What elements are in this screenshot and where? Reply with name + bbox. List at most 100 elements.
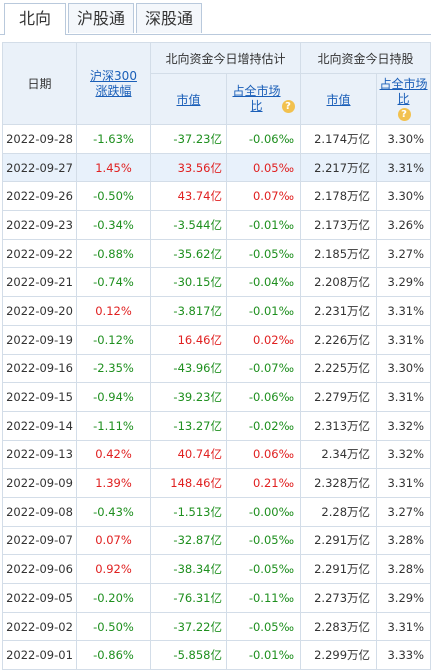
hold-ratio-cell: 3.31% bbox=[376, 468, 431, 498]
est-ratio-cell: -0.11‰ bbox=[225, 583, 302, 613]
table-row: 2022-09-15 -0.94% -39.23亿 -0.06‰ 2.279万亿 3.31… bbox=[2, 382, 431, 412]
hold-value-cell: 2.279万亿 bbox=[300, 382, 378, 412]
date-cell: 2022-09-15 bbox=[2, 382, 77, 412]
hold-value-cell: 2.208万亿 bbox=[300, 267, 378, 298]
table-row: 2022-09-19 -0.12% 16.46亿 0.02‰ 2.226万亿 3.31% bbox=[2, 324, 431, 355]
hold-value-cell: 2.225万亿 bbox=[300, 353, 378, 384]
sort-hold-share-link[interactable]: 占全市场比 bbox=[379, 77, 428, 106]
table-row: 2022-09-23 -0.34% -3.544亿 -0.01‰ 2.173万亿 3.26… bbox=[2, 210, 431, 240]
est-ratio-cell: -0.02‰ bbox=[225, 410, 302, 441]
est-value-cell: -43.96亿 bbox=[150, 353, 227, 384]
hold-ratio-cell: 3.31% bbox=[376, 152, 431, 183]
question-icon[interactable]: ? bbox=[397, 108, 411, 121]
sort-est-share-link[interactable]: 占全市场比 bbox=[232, 84, 281, 113]
est-ratio-cell: -0.06‰ bbox=[225, 124, 302, 154]
est-value-cell: -39.23亿 bbox=[150, 382, 227, 412]
index-change-cell: -0.50% bbox=[76, 611, 151, 642]
hold-ratio-cell: 3.30% bbox=[376, 181, 431, 212]
header-date: 日期 bbox=[2, 42, 77, 125]
date-cell: 2022-09-08 bbox=[2, 496, 77, 527]
hold-value-cell: 2.299万亿 bbox=[300, 640, 378, 670]
est-value-cell: -37.23亿 bbox=[150, 124, 227, 154]
hold-ratio-cell: 3.30% bbox=[376, 124, 431, 154]
index-change-cell: -0.74% bbox=[76, 267, 151, 298]
table-row: 2022-09-13 0.42% 40.74亿 0.06‰ 2.34万亿 3.32% bbox=[2, 439, 431, 470]
est-ratio-cell: 0.21‰ bbox=[225, 468, 302, 498]
hold-ratio-cell: 3.28% bbox=[376, 554, 431, 584]
date-cell: 2022-09-19 bbox=[2, 324, 77, 355]
hold-ratio-cell: 3.29% bbox=[376, 267, 431, 298]
hold-value-cell: 2.313万亿 bbox=[300, 410, 378, 441]
hold-value-cell: 2.174万亿 bbox=[300, 124, 378, 154]
est-ratio-cell: 0.07‰ bbox=[225, 181, 302, 212]
table-row: 2022-09-08 -0.43% -1.513亿 -0.00‰ 2.28万亿 3.27% bbox=[2, 496, 431, 527]
date-cell: 2022-09-23 bbox=[2, 210, 77, 240]
header-hold-share[interactable]: 占全市场比? bbox=[376, 73, 431, 125]
sort-est-value-link[interactable]: 市值 bbox=[176, 92, 201, 107]
tab-shanghai-connect[interactable]: 沪股通 bbox=[68, 3, 134, 33]
index-change-cell: -0.88% bbox=[76, 238, 151, 269]
date-cell: 2022-09-13 bbox=[2, 439, 77, 470]
date-cell: 2022-09-06 bbox=[2, 554, 77, 584]
table-row: 2022-09-27 1.45% 33.56亿 0.05‰ 2.217万亿 3.31% bbox=[2, 152, 431, 183]
est-ratio-cell: -0.01‰ bbox=[225, 210, 302, 240]
header-group-estimate: 北向资金今日增持估计 bbox=[149, 42, 302, 74]
header-index-change[interactable]: 沪深300涨跌幅 bbox=[76, 42, 151, 125]
index-change-cell: -0.86% bbox=[76, 640, 151, 670]
est-value-cell: -35.62亿 bbox=[150, 238, 227, 269]
hold-ratio-cell: 3.27% bbox=[376, 238, 431, 269]
est-ratio-cell: -0.04‰ bbox=[225, 267, 302, 298]
est-ratio-cell: -0.01‰ bbox=[225, 640, 302, 670]
index-change-cell: -0.34% bbox=[76, 210, 151, 240]
index-change-cell: 0.42% bbox=[76, 439, 151, 470]
est-value-cell: 33.56亿 bbox=[150, 152, 227, 183]
hold-value-cell: 2.178万亿 bbox=[300, 181, 378, 212]
index-change-cell: -0.43% bbox=[76, 496, 151, 527]
est-value-cell: 16.46亿 bbox=[150, 324, 227, 355]
est-ratio-cell: -0.06‰ bbox=[225, 382, 302, 412]
table-row: 2022-09-26 -0.50% 43.74亿 0.07‰ 2.178万亿 3.30% bbox=[2, 181, 431, 212]
hold-value-cell: 2.185万亿 bbox=[300, 238, 378, 269]
table-row: 2022-09-20 0.12% -3.817亿 -0.01‰ 2.231万亿 3.31% bbox=[2, 296, 431, 326]
hold-ratio-cell: 3.32% bbox=[376, 410, 431, 441]
index-change-cell: 0.07% bbox=[76, 525, 151, 556]
market-tabs: 北向 沪股通 深股通 bbox=[0, 0, 431, 35]
est-value-cell: -37.22亿 bbox=[150, 611, 227, 642]
northbound-table: 日期 沪深300涨跌幅 北向资金今日增持估计 北向资金今日持股 市值 占全市场比… bbox=[2, 42, 431, 670]
header-est-share[interactable]: 占全市场比? bbox=[225, 73, 302, 125]
est-value-cell: 40.74亿 bbox=[150, 439, 227, 470]
table-row: 2022-09-07 0.07% -32.87亿 -0.05‰ 2.291万亿 3.28% bbox=[2, 525, 431, 556]
date-cell: 2022-09-20 bbox=[2, 296, 77, 326]
est-value-cell: -3.544亿 bbox=[150, 210, 227, 240]
hold-ratio-cell: 3.33% bbox=[376, 640, 431, 670]
index-change-cell: 0.92% bbox=[76, 554, 151, 584]
hold-value-cell: 2.34万亿 bbox=[300, 439, 378, 470]
table-row: 2022-09-14 -1.11% -13.27亿 -0.02‰ 2.313万亿 3.32… bbox=[2, 410, 431, 441]
est-ratio-cell: 0.02‰ bbox=[225, 324, 302, 355]
table-row: 2022-09-21 -0.74% -30.15亿 -0.04‰ 2.208万亿 3.29… bbox=[2, 267, 431, 298]
est-ratio-cell: -0.05‰ bbox=[225, 525, 302, 556]
tab-northbound[interactable]: 北向 bbox=[4, 3, 66, 35]
question-icon[interactable]: ? bbox=[281, 100, 295, 113]
index-change-cell: -1.11% bbox=[76, 410, 151, 441]
tab-shenzhen-connect[interactable]: 深股通 bbox=[136, 3, 202, 33]
index-change-cell: -0.12% bbox=[76, 324, 151, 355]
hold-value-cell: 2.231万亿 bbox=[300, 296, 378, 326]
sort-hold-value-link[interactable]: 市值 bbox=[326, 92, 351, 107]
header-est-value[interactable]: 市值 bbox=[150, 73, 227, 125]
hold-value-cell: 2.291万亿 bbox=[300, 554, 378, 584]
est-ratio-cell: -0.07‰ bbox=[225, 353, 302, 384]
index-change-link[interactable]: 沪深300涨跌幅 bbox=[90, 68, 137, 98]
hold-ratio-cell: 3.27% bbox=[376, 496, 431, 527]
table-row: 2022-09-09 1.39% 148.46亿 0.21‰ 2.328万亿 3.31% bbox=[2, 468, 431, 498]
est-value-cell: 43.74亿 bbox=[150, 181, 227, 212]
hold-ratio-cell: 3.29% bbox=[376, 583, 431, 613]
date-cell: 2022-09-14 bbox=[2, 410, 77, 441]
est-value-cell: -76.31亿 bbox=[150, 583, 227, 613]
header-hold-value[interactable]: 市值 bbox=[300, 73, 378, 125]
est-value-cell: 148.46亿 bbox=[150, 468, 227, 498]
table-row: 2022-09-01 -0.86% -5.858亿 -0.01‰ 2.299万亿 3.33… bbox=[2, 640, 431, 670]
index-change-cell: 0.12% bbox=[76, 296, 151, 326]
est-ratio-cell: 0.05‰ bbox=[225, 152, 302, 183]
table-row: 2022-09-16 -2.35% -43.96亿 -0.07‰ 2.225万亿 3.30… bbox=[2, 353, 431, 384]
